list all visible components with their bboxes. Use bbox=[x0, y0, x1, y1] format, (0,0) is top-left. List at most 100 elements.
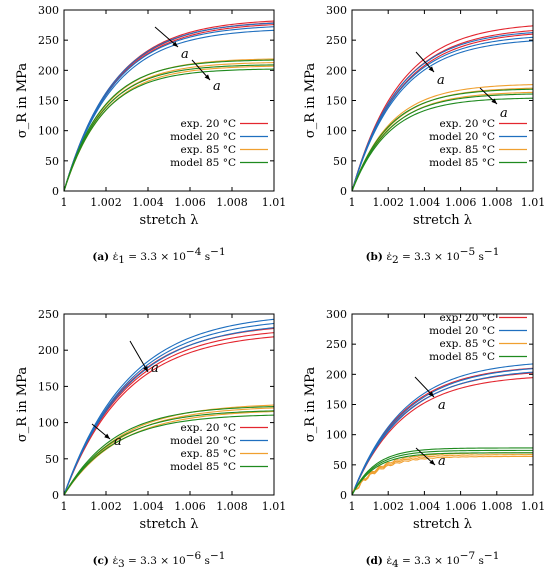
chart-panel-3: 0 50 100 150 200 250 1 1.002 1.004 1.006 1.008 1.01… bbox=[15, 308, 286, 570]
plot-frame bbox=[63, 313, 275, 496]
legend-label-green: model 85 °C bbox=[170, 461, 236, 473]
y-tick-label: 200 bbox=[38, 344, 59, 357]
y-tick-label: 300 bbox=[38, 4, 59, 17]
series-group bbox=[64, 318, 274, 495]
series-line-blue-1 bbox=[64, 22, 274, 191]
series-line-green-1 bbox=[352, 447, 533, 495]
y-tick-label: 200 bbox=[38, 64, 59, 77]
x-tick-label: 1.002 bbox=[372, 196, 404, 209]
y-tick-label: 150 bbox=[38, 380, 59, 393]
x-tick-label: 1.01 bbox=[521, 500, 546, 513]
caption-tag: (c) bbox=[93, 555, 113, 567]
series-line-blue-3 bbox=[64, 29, 274, 191]
y-axis-label: σ_R in MPa bbox=[15, 367, 30, 442]
x-axis-label: stretch λ bbox=[139, 213, 198, 228]
x-tick-label: 1.004 bbox=[132, 500, 164, 513]
caption-caption-sub: 2 bbox=[392, 254, 399, 266]
series-line-orange-3 bbox=[352, 455, 533, 495]
y-tick-label: 100 bbox=[38, 125, 59, 138]
series-line-green-3 bbox=[64, 68, 274, 191]
y-tick-label: 100 bbox=[326, 125, 347, 138]
y-tick-label: 200 bbox=[326, 368, 347, 381]
x-tick-label: 1.006 bbox=[445, 196, 477, 209]
legend-label-orange: exp. 85 °C bbox=[439, 338, 495, 350]
y-axis-label: σ_R in MPa bbox=[303, 367, 318, 442]
y-tick-label: 250 bbox=[326, 338, 347, 351]
y-tick-label: 0 bbox=[52, 489, 59, 502]
legend-label-orange: exp. 85 °C bbox=[180, 144, 236, 156]
series-line-orange-1 bbox=[352, 84, 533, 191]
series-line-orange-3 bbox=[64, 65, 274, 191]
y-tick-label: 250 bbox=[326, 34, 347, 47]
annotation-label: a bbox=[114, 434, 122, 449]
x-tick-label: 1 bbox=[349, 500, 356, 513]
y-tick-label: 150 bbox=[326, 95, 347, 108]
x-tick-label: 1 bbox=[61, 196, 68, 209]
x-tick-label: 1 bbox=[61, 500, 68, 513]
series-line-orange-1 bbox=[64, 404, 274, 495]
caption-caption-label: ε̇ bbox=[387, 554, 392, 567]
caption-caption-value: = 3.3 × 10 bbox=[399, 251, 460, 263]
series-line-orange-2 bbox=[352, 454, 533, 495]
caption-caption-exp: −5 bbox=[460, 246, 475, 258]
y-axis-label: σ_R in MPa bbox=[303, 63, 318, 138]
legend-label-green: model 85 °C bbox=[429, 351, 495, 363]
x-tick-label: 1.002 bbox=[372, 500, 404, 513]
caption-tag: (d) bbox=[366, 555, 387, 567]
x-tick-label: 1.008 bbox=[216, 500, 248, 513]
x-tick-label: 1.01 bbox=[262, 500, 287, 513]
annotation-arrowhead bbox=[428, 66, 434, 72]
annotation-label: a bbox=[151, 361, 159, 376]
y-tick-label: 200 bbox=[326, 64, 347, 77]
y-tick-label: 100 bbox=[38, 417, 59, 430]
y-tick-label: 0 bbox=[340, 489, 347, 502]
annotation-arrowhead bbox=[429, 459, 435, 465]
x-tick-label: 1.006 bbox=[174, 500, 206, 513]
x-tick-label: 1.004 bbox=[409, 500, 441, 513]
series-line-red-3 bbox=[352, 377, 533, 495]
series-line-blue-1 bbox=[64, 318, 274, 495]
x-tick-label: 1.008 bbox=[481, 196, 513, 209]
x-axis-label: stretch λ bbox=[139, 517, 198, 532]
x-tick-label: 1.004 bbox=[409, 196, 441, 209]
annotation-label: a bbox=[437, 73, 445, 88]
annotation-label: a bbox=[181, 47, 189, 62]
caption-caption-unit: s bbox=[201, 555, 210, 567]
series-line-blue-3 bbox=[352, 371, 533, 495]
x-tick-label: 1.008 bbox=[481, 500, 513, 513]
series-line-red-2 bbox=[64, 22, 274, 191]
annotation-arrowhead bbox=[428, 391, 434, 397]
caption-caption-label: ε̇ bbox=[387, 250, 392, 263]
annotation-label: a bbox=[500, 106, 508, 121]
x-tick-label: 1.002 bbox=[90, 196, 122, 209]
y-tick-label: 150 bbox=[326, 399, 347, 412]
annotation-arrowhead bbox=[143, 366, 148, 372]
x-tick-label: 1.01 bbox=[262, 196, 287, 209]
annotation-arrowhead bbox=[172, 41, 178, 47]
x-tick-label: 1.006 bbox=[445, 500, 477, 513]
caption-caption-exp: −6 bbox=[186, 550, 202, 562]
y-tick-label: 0 bbox=[340, 185, 347, 198]
x-tick-label: 1.008 bbox=[216, 196, 248, 209]
x-tick-label: 1.004 bbox=[132, 196, 164, 209]
series-line-green-3 bbox=[352, 452, 533, 495]
caption-caption-value: = 3.3 × 10 bbox=[399, 555, 460, 567]
chart-panel-4: 0 50 100 150 200 250 300 1 1.002 1.004 1.006 1.008 1… bbox=[303, 308, 545, 570]
annotation-label: a bbox=[438, 398, 446, 413]
caption-caption-unit-exp: −1 bbox=[210, 246, 225, 258]
series-line-green-2 bbox=[64, 410, 274, 495]
caption: (b) ε̇2 = 3.3 × 10−5 s−1 bbox=[366, 246, 500, 266]
legend-label-blue: model 20 °C bbox=[429, 325, 495, 337]
caption: (d) ε̇4 = 3.3 × 10−7 s−1 bbox=[366, 550, 500, 570]
x-tick-label: 1.002 bbox=[90, 500, 122, 513]
caption: (c) ε̇3 = 3.3 × 10−6 s−1 bbox=[93, 550, 226, 570]
caption-caption-unit-exp: −1 bbox=[484, 550, 499, 562]
series-line-green-2 bbox=[352, 93, 533, 191]
caption-caption-unit-exp: −1 bbox=[484, 246, 499, 258]
caption-caption-label: ε̇ bbox=[113, 250, 118, 263]
series-line-green-1 bbox=[352, 88, 533, 191]
caption-tag: (a) bbox=[92, 251, 112, 263]
annotation-label: a bbox=[438, 454, 446, 469]
series-line-green-2 bbox=[64, 64, 274, 191]
